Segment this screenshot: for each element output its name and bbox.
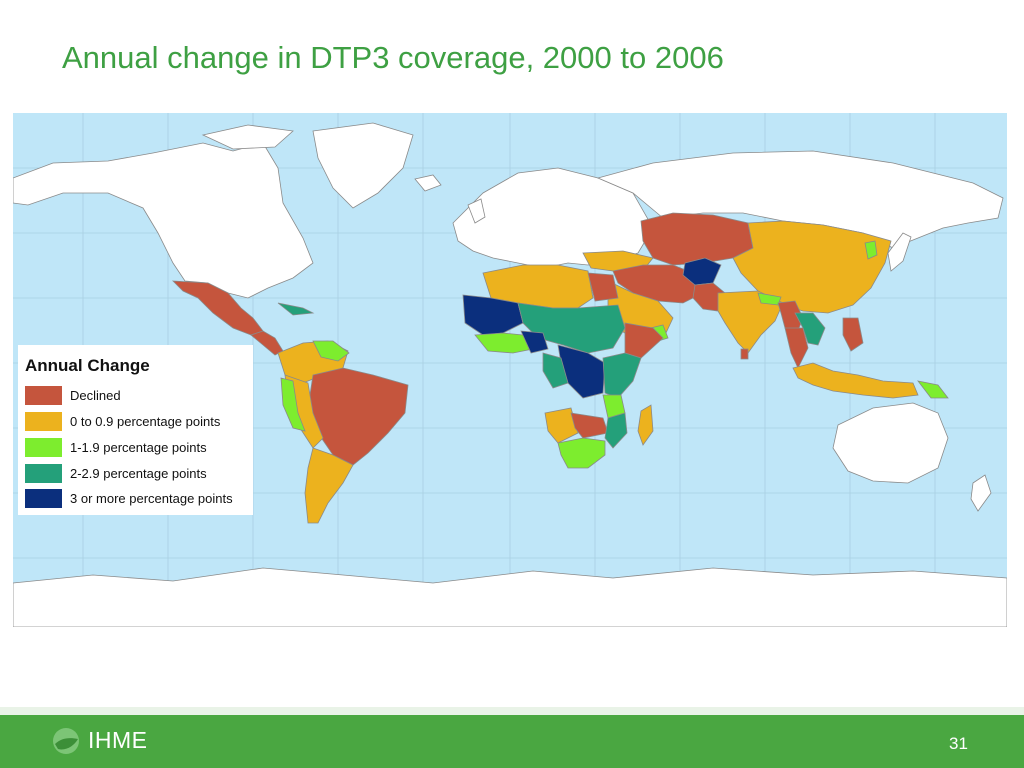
legend-item-0-0.9: 0 to 0.9 percentage points — [25, 411, 220, 431]
region-antarctica — [13, 567, 1007, 627]
region-iceland — [414, 174, 442, 192]
region-australia — [832, 402, 949, 484]
legend-title: Annual Change — [25, 356, 150, 375]
region-ecuador — [280, 377, 306, 432]
map-legend: Annual Change Declined 0 to 0.9 percenta… — [18, 345, 253, 515]
region-china — [732, 220, 892, 314]
legend-label: 2-2.9 percentage points — [70, 465, 207, 481]
region-guianas — [312, 340, 350, 362]
legend-label: 3 or more percentage points — [70, 490, 233, 506]
region-russia — [596, 150, 1004, 249]
legend-label: Declined — [70, 387, 121, 403]
ihme-logo-text: IHME — [88, 727, 148, 753]
footer-bar: IHME 31 — [0, 715, 1024, 768]
region-sri-lanka — [740, 348, 749, 360]
region-egypt — [587, 272, 619, 302]
ihme-logo-icon — [53, 728, 79, 754]
region-southern-africa — [557, 437, 606, 469]
legend-swatch — [25, 437, 62, 457]
region-japan — [887, 232, 912, 272]
region-papua-new-guinea — [917, 380, 949, 399]
legend-item-declined: Declined — [25, 385, 121, 405]
world-map — [13, 113, 1007, 627]
region-new-zealand — [970, 474, 992, 512]
region-west-africa — [462, 294, 524, 336]
region-philippines — [842, 317, 864, 352]
world-map-svg — [13, 113, 1007, 627]
region-east-africa — [602, 352, 642, 399]
region-north-america — [13, 142, 314, 299]
region-uk — [467, 198, 486, 224]
page-number: 31 — [949, 734, 968, 753]
legend-label: 0 to 0.9 percentage points — [70, 413, 221, 429]
legend-label: 1-1.9 percentage points — [70, 439, 207, 455]
legend-item-3-plus: 3 or more percentage points — [25, 488, 233, 508]
region-angola — [544, 407, 579, 444]
region-caribbean — [277, 302, 315, 316]
region-indonesia — [792, 362, 919, 399]
legend-swatch — [25, 488, 62, 508]
legend-swatch — [25, 463, 62, 483]
legend-item-1-1.9: 1-1.9 percentage points — [25, 437, 207, 457]
footer-strip — [0, 707, 1024, 715]
region-thailand-malaysia — [784, 327, 809, 369]
region-zambia — [570, 412, 609, 439]
region-nepal-bangladesh — [757, 292, 782, 306]
legend-swatch — [25, 411, 62, 431]
legend-item-2-2.9: 2-2.9 percentage points — [25, 463, 207, 483]
slide-title: Annual change in DTP3 coverage, 2000 to … — [62, 40, 724, 75]
region-nigeria — [520, 330, 549, 354]
region-greenland — [312, 122, 414, 209]
region-southern-cone — [304, 447, 354, 524]
legend-swatch — [25, 385, 62, 405]
region-madagascar — [637, 404, 654, 446]
region-horn-of-africa — [624, 322, 664, 359]
region-arctic-islands — [201, 124, 294, 150]
region-north-korea — [864, 240, 878, 260]
region-mozambique — [604, 412, 628, 449]
region-congo-gabon — [542, 352, 569, 389]
